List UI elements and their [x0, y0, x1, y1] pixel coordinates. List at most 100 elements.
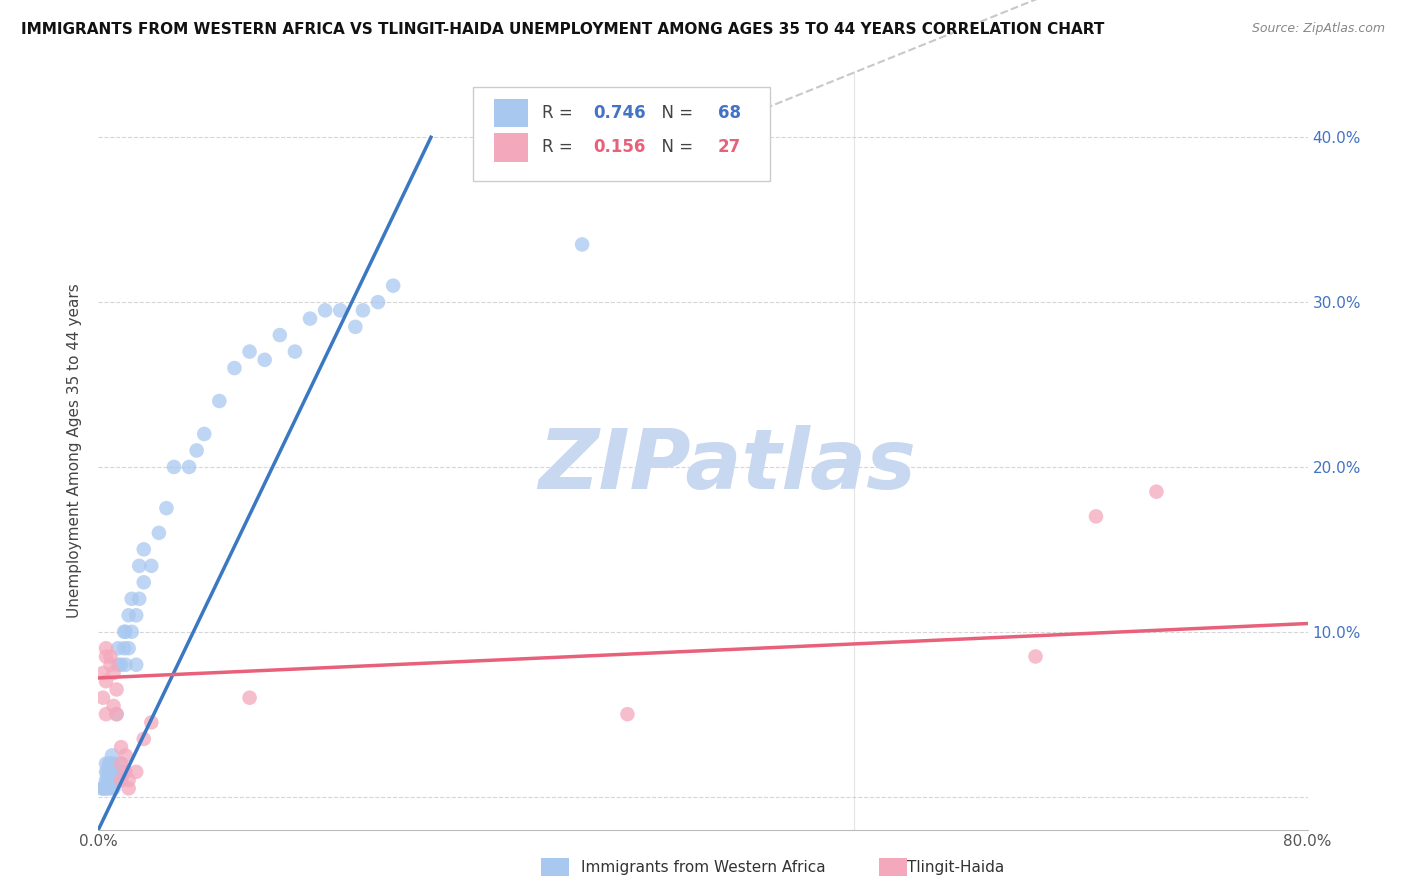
Point [90, 781, 112, 796]
Point [299, 311, 322, 326]
Point [118, 641, 141, 656]
Point [101, 748, 124, 763]
Point [100, 657, 122, 672]
Point [98, 773, 121, 788]
Point [382, 278, 405, 293]
Point [94, 707, 117, 722]
Point [314, 303, 336, 318]
Text: R =: R = [543, 138, 578, 156]
Point [100, 756, 122, 771]
Point [118, 608, 141, 623]
Point [616, 707, 638, 722]
Point [1144, 484, 1167, 499]
Point [125, 657, 148, 672]
Point [105, 707, 128, 722]
Point [132, 731, 155, 746]
Point [100, 773, 122, 788]
Point [91, 690, 114, 705]
Text: Tlingit-Haida: Tlingit-Haida [907, 860, 1005, 874]
Point [103, 764, 125, 779]
Text: R =: R = [543, 104, 578, 122]
Point [118, 781, 141, 796]
Point [94, 773, 117, 788]
Point [103, 781, 125, 796]
Point [118, 773, 141, 788]
Point [239, 344, 262, 359]
Point [125, 608, 148, 623]
Point [105, 773, 128, 788]
Text: 27: 27 [717, 138, 741, 156]
Text: ZIPatlas: ZIPatlas [538, 425, 917, 506]
Point [208, 394, 231, 409]
Point [114, 657, 136, 672]
Point [155, 501, 177, 516]
Point [93, 781, 115, 796]
Point [94, 674, 117, 689]
Point [1085, 509, 1108, 524]
Point [96, 781, 118, 796]
Point [148, 525, 170, 540]
Point [110, 756, 132, 771]
FancyBboxPatch shape [494, 133, 527, 161]
Point [352, 303, 374, 318]
Point [107, 641, 129, 656]
Point [100, 781, 122, 796]
FancyBboxPatch shape [494, 99, 527, 128]
Point [132, 575, 155, 590]
Point [101, 773, 124, 788]
Point [105, 764, 128, 779]
Text: 68: 68 [717, 104, 741, 122]
Point [284, 344, 307, 359]
Point [179, 459, 201, 474]
Point [114, 748, 136, 763]
Point [121, 591, 143, 606]
Point [186, 443, 208, 458]
Point [329, 303, 352, 318]
Point [94, 781, 117, 796]
Point [571, 237, 593, 252]
Point [96, 764, 118, 779]
Point [110, 756, 132, 771]
Point [110, 773, 132, 788]
Point [103, 665, 125, 680]
Point [110, 740, 132, 755]
Point [193, 427, 215, 442]
Point [103, 698, 125, 713]
Point [114, 764, 136, 779]
Point [105, 707, 128, 722]
Point [94, 756, 117, 771]
Point [91, 781, 114, 796]
Point [110, 657, 132, 672]
Point [100, 649, 122, 664]
Point [94, 764, 117, 779]
Point [103, 773, 125, 788]
Point [253, 352, 276, 367]
Point [367, 295, 389, 310]
Point [141, 715, 163, 730]
Point [132, 542, 155, 557]
Point [112, 624, 135, 639]
Point [112, 764, 135, 779]
Point [121, 624, 143, 639]
Text: 0.746: 0.746 [593, 104, 645, 122]
Y-axis label: Unemployment Among Ages 35 to 44 years: Unemployment Among Ages 35 to 44 years [67, 283, 83, 618]
Point [107, 773, 129, 788]
Point [344, 319, 367, 334]
Point [103, 756, 125, 771]
Point [125, 764, 148, 779]
Text: Immigrants from Western Africa: Immigrants from Western Africa [581, 860, 825, 874]
Point [112, 641, 135, 656]
Point [94, 641, 117, 656]
Text: IMMIGRANTS FROM WESTERN AFRICA VS TLINGIT-HAIDA UNEMPLOYMENT AMONG AGES 35 TO 44: IMMIGRANTS FROM WESTERN AFRICA VS TLINGI… [21, 22, 1105, 37]
Point [101, 764, 124, 779]
Point [94, 649, 117, 664]
Point [128, 591, 150, 606]
Text: N =: N = [651, 138, 699, 156]
Point [96, 773, 118, 788]
Point [98, 764, 121, 779]
Text: Source: ZipAtlas.com: Source: ZipAtlas.com [1251, 22, 1385, 36]
Point [98, 756, 121, 771]
Point [114, 624, 136, 639]
Point [269, 328, 291, 343]
Point [163, 459, 186, 474]
